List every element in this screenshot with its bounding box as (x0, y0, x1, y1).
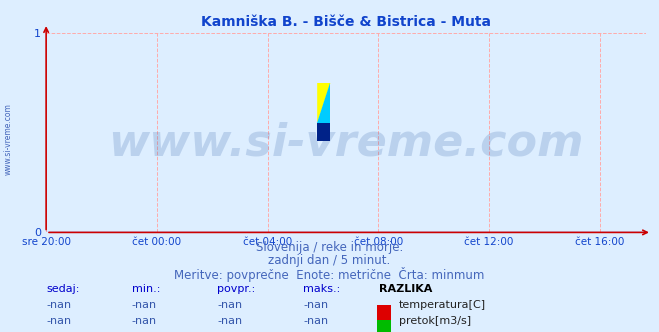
Title: Kamniška B. - Bišče & Bistrica - Muta: Kamniška B. - Bišče & Bistrica - Muta (201, 15, 491, 29)
Text: min.:: min.: (132, 284, 160, 294)
Text: -nan: -nan (132, 300, 157, 310)
Text: pretok[m3/s]: pretok[m3/s] (399, 316, 471, 326)
Text: temperatura[C]: temperatura[C] (399, 300, 486, 310)
Text: Meritve: povprečne  Enote: metrične  Črta: minmum: Meritve: povprečne Enote: metrične Črta:… (175, 267, 484, 282)
Text: -nan: -nan (217, 300, 243, 310)
Text: -nan: -nan (217, 316, 243, 326)
Polygon shape (317, 83, 330, 123)
Text: www.si-vreme.com: www.si-vreme.com (108, 121, 584, 164)
Text: povpr.:: povpr.: (217, 284, 256, 294)
Text: www.si-vreme.com: www.si-vreme.com (3, 104, 13, 175)
Text: zadnji dan / 5 minut.: zadnji dan / 5 minut. (268, 254, 391, 267)
Text: sedaj:: sedaj: (46, 284, 80, 294)
Polygon shape (317, 83, 330, 123)
Text: -nan: -nan (132, 316, 157, 326)
Text: maks.:: maks.: (303, 284, 341, 294)
Text: RAZLIKA: RAZLIKA (379, 284, 432, 294)
Text: Slovenija / reke in morje.: Slovenija / reke in morje. (256, 241, 403, 254)
Text: -nan: -nan (303, 316, 328, 326)
Text: -nan: -nan (303, 300, 328, 310)
Text: -nan: -nan (46, 316, 71, 326)
Polygon shape (317, 123, 330, 141)
Text: -nan: -nan (46, 300, 71, 310)
